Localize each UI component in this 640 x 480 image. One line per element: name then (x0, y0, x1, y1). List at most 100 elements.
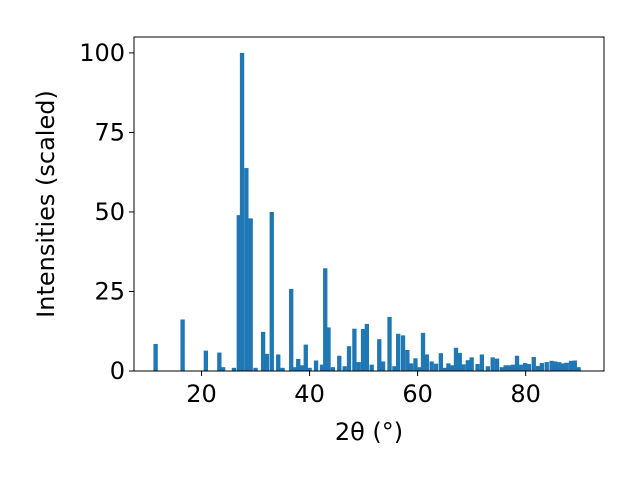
bar-15 (280, 367, 285, 371)
bar-24 (323, 268, 328, 371)
y-tick-label-4: 100 (79, 39, 125, 67)
bar-37 (387, 316, 392, 371)
bar-45 (420, 332, 426, 371)
bar-70 (526, 364, 532, 371)
bar-6 (236, 215, 241, 371)
bar-38 (392, 366, 397, 371)
bar-35 (377, 339, 382, 371)
bar-9 (248, 218, 253, 371)
bar-71 (531, 357, 536, 371)
x-tick-label-2: 60 (402, 380, 433, 408)
y-axis-ticks: 0 25 50 75 100 (79, 39, 134, 385)
bar-36 (380, 361, 386, 371)
bar-27 (337, 355, 342, 371)
bar-2 (203, 350, 209, 371)
bar-54 (457, 352, 462, 371)
plot-frame (133, 36, 605, 372)
bar-73 (539, 363, 545, 371)
bar-30 (352, 328, 357, 371)
bar-8 (244, 168, 249, 371)
bar-44 (417, 367, 422, 371)
bar-4 (220, 367, 226, 371)
bar-56 (465, 360, 471, 371)
bar-77 (557, 362, 562, 371)
y-tick-label-2: 50 (94, 198, 125, 226)
bar-53 (453, 347, 459, 371)
bar-31 (356, 362, 361, 371)
bar-49 (438, 353, 444, 371)
bar-61 (490, 357, 495, 371)
bar-72 (535, 365, 541, 371)
bar-55 (461, 364, 466, 371)
bar-69 (522, 363, 528, 371)
bar-43 (413, 358, 418, 371)
bar-60 (485, 366, 491, 371)
bar-25 (326, 327, 331, 371)
bar-40 (400, 335, 406, 371)
y-axis-label: Intensities (scaled) (32, 90, 60, 318)
bar-41 (405, 350, 410, 371)
bar-82 (576, 367, 581, 371)
x-axis-label: 2θ (°) (335, 418, 403, 446)
bar-21 (307, 367, 312, 371)
bar-79 (564, 362, 569, 371)
bar-63 (499, 367, 505, 371)
bar-17 (292, 367, 297, 371)
bar-51 (446, 363, 451, 371)
x-tick-label-3: 80 (510, 380, 541, 408)
bar-0 (153, 343, 158, 371)
bar-10 (253, 367, 258, 371)
bar-1 (180, 319, 185, 371)
bar-64 (503, 365, 508, 371)
bar-33 (364, 323, 369, 371)
bar-65 (507, 365, 512, 371)
bar-26 (330, 367, 335, 371)
bar-13 (269, 211, 274, 371)
bar-11 (260, 331, 266, 371)
bars-group (153, 52, 581, 372)
bar-22 (313, 360, 319, 371)
bar-18 (296, 358, 301, 371)
plot-background (134, 37, 604, 371)
bar-74 (544, 362, 549, 371)
bar-16 (289, 288, 294, 371)
bar-48 (433, 363, 439, 371)
x-axis-ticks: 20 40 60 80 (186, 371, 541, 408)
bar-57 (469, 357, 474, 371)
bar-52 (450, 365, 455, 371)
bar-12 (264, 353, 270, 371)
bar-7 (239, 52, 245, 372)
bar-28 (342, 366, 347, 371)
bar-66 (511, 364, 516, 371)
bar-58 (475, 364, 480, 371)
bar-47 (429, 361, 434, 371)
bar-68 (518, 364, 523, 371)
bar-39 (396, 333, 401, 371)
bar-3 (217, 352, 222, 371)
bar-80 (568, 360, 574, 371)
y-tick-label-3: 75 (94, 118, 125, 146)
bar-67 (514, 355, 520, 371)
bar-42 (408, 363, 414, 371)
bar-14 (276, 354, 281, 371)
y-tick-label-1: 25 (94, 277, 125, 305)
bar-23 (319, 364, 325, 371)
bar-19 (299, 365, 305, 371)
bar-76 (553, 361, 558, 371)
bar-20 (303, 344, 308, 371)
bar-5 (231, 367, 237, 371)
bar-46 (424, 354, 429, 371)
bar-29 (346, 346, 352, 371)
x-tick-label-1: 40 (294, 380, 325, 408)
bar-81 (572, 360, 577, 371)
bar-62 (494, 358, 500, 371)
bar-50 (442, 367, 447, 371)
bar-75 (549, 360, 554, 371)
bar-78 (560, 363, 566, 371)
bar-34 (369, 364, 374, 371)
bar-59 (479, 354, 485, 371)
y-tick-label-0: 0 (110, 357, 125, 385)
bar-32 (360, 329, 366, 371)
x-tick-label-0: 20 (186, 380, 217, 408)
